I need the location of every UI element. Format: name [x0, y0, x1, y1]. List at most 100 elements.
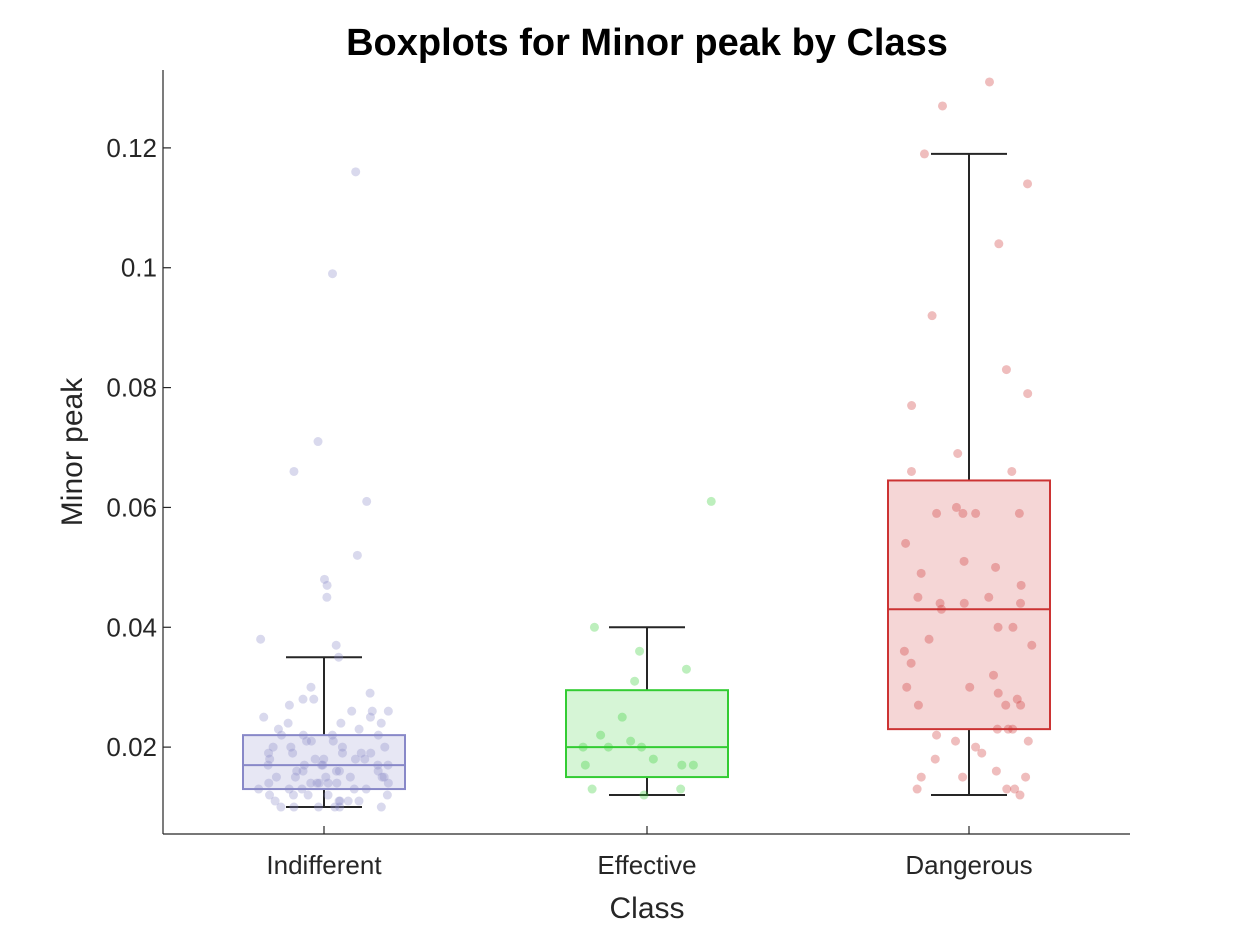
data-point — [263, 760, 273, 770]
data-point — [366, 748, 376, 758]
data-point — [306, 682, 316, 692]
data-point — [984, 592, 994, 602]
data-point — [1015, 790, 1025, 800]
data-point — [383, 760, 393, 770]
data-point — [322, 580, 332, 590]
data-point — [380, 742, 390, 752]
data-point — [310, 754, 320, 764]
data-point — [1016, 598, 1026, 608]
data-point — [688, 760, 698, 770]
data-point — [345, 772, 355, 782]
data-point — [306, 778, 316, 788]
data-point — [322, 592, 332, 602]
data-point — [902, 682, 912, 692]
data-point — [362, 496, 372, 506]
data-point — [377, 772, 387, 782]
data-point — [635, 646, 645, 656]
data-point — [271, 772, 281, 782]
data-point — [936, 604, 946, 614]
data-point — [648, 754, 658, 764]
y-axis-label: Minor peak — [56, 377, 89, 526]
data-point — [580, 760, 590, 770]
x-tick-label: Indifferent — [266, 850, 382, 880]
data-point — [958, 772, 968, 782]
y-tick-label: 0.08 — [106, 373, 157, 403]
data-point — [1008, 724, 1018, 734]
data-point — [334, 766, 344, 776]
data-point — [303, 790, 313, 800]
data-point — [971, 742, 981, 752]
data-point — [259, 712, 269, 722]
data-point — [1023, 389, 1033, 399]
data-point — [347, 706, 357, 716]
y-tick-label: 0.02 — [106, 732, 157, 762]
data-point — [276, 730, 286, 740]
data-point — [327, 730, 337, 740]
data-point — [930, 754, 940, 764]
box-dangerous — [887, 479, 1051, 731]
data-point — [681, 664, 691, 674]
data-point — [913, 592, 923, 602]
chart-title: Boxplots for Minor peak by Class — [346, 22, 948, 64]
data-point — [935, 598, 945, 608]
data-point — [317, 760, 327, 770]
data-point — [276, 802, 286, 812]
data-point — [302, 736, 312, 746]
data-point — [312, 778, 322, 788]
data-point — [256, 634, 266, 644]
data-point — [1010, 784, 1020, 794]
data-point — [331, 766, 341, 776]
data-point — [924, 634, 934, 644]
data-point — [965, 682, 975, 692]
data-point — [1023, 736, 1033, 746]
data-point — [959, 598, 969, 608]
data-point — [1008, 622, 1018, 632]
data-point — [365, 712, 375, 722]
data-point — [319, 754, 329, 764]
data-point — [286, 742, 296, 752]
data-point — [298, 766, 308, 776]
x-axis-label: Class — [609, 892, 684, 925]
data-point — [289, 466, 299, 476]
data-point — [993, 622, 1003, 632]
data-point — [297, 784, 307, 794]
data-point — [901, 538, 911, 548]
data-point — [335, 796, 345, 806]
data-point — [639, 790, 649, 800]
data-point — [373, 766, 383, 776]
data-point — [383, 706, 393, 716]
data-point — [1023, 179, 1033, 189]
data-point — [991, 766, 1001, 776]
data-point — [268, 742, 278, 752]
data-point — [313, 437, 323, 447]
data-point — [290, 772, 300, 782]
data-point — [343, 796, 353, 806]
data-point — [676, 784, 686, 794]
data-point — [284, 784, 294, 794]
data-point — [938, 101, 948, 111]
data-point — [589, 622, 599, 632]
data-point — [354, 724, 364, 734]
data-point — [283, 718, 293, 728]
data-point — [991, 562, 1001, 572]
data-point — [1016, 700, 1026, 710]
data-point — [617, 712, 627, 722]
data-point — [899, 646, 909, 656]
data-point — [373, 730, 383, 740]
data-point — [289, 802, 299, 812]
data-point — [706, 496, 716, 506]
data-point — [352, 550, 362, 560]
x-tick-label: Dangerous — [905, 850, 1032, 880]
data-point — [677, 760, 687, 770]
data-point — [953, 448, 963, 458]
data-point — [626, 736, 636, 746]
data-point — [382, 790, 392, 800]
data-point — [319, 574, 329, 584]
data-point — [984, 77, 994, 87]
data-point — [637, 742, 647, 752]
data-point — [932, 508, 942, 518]
data-point — [332, 778, 342, 788]
data-point — [323, 790, 333, 800]
